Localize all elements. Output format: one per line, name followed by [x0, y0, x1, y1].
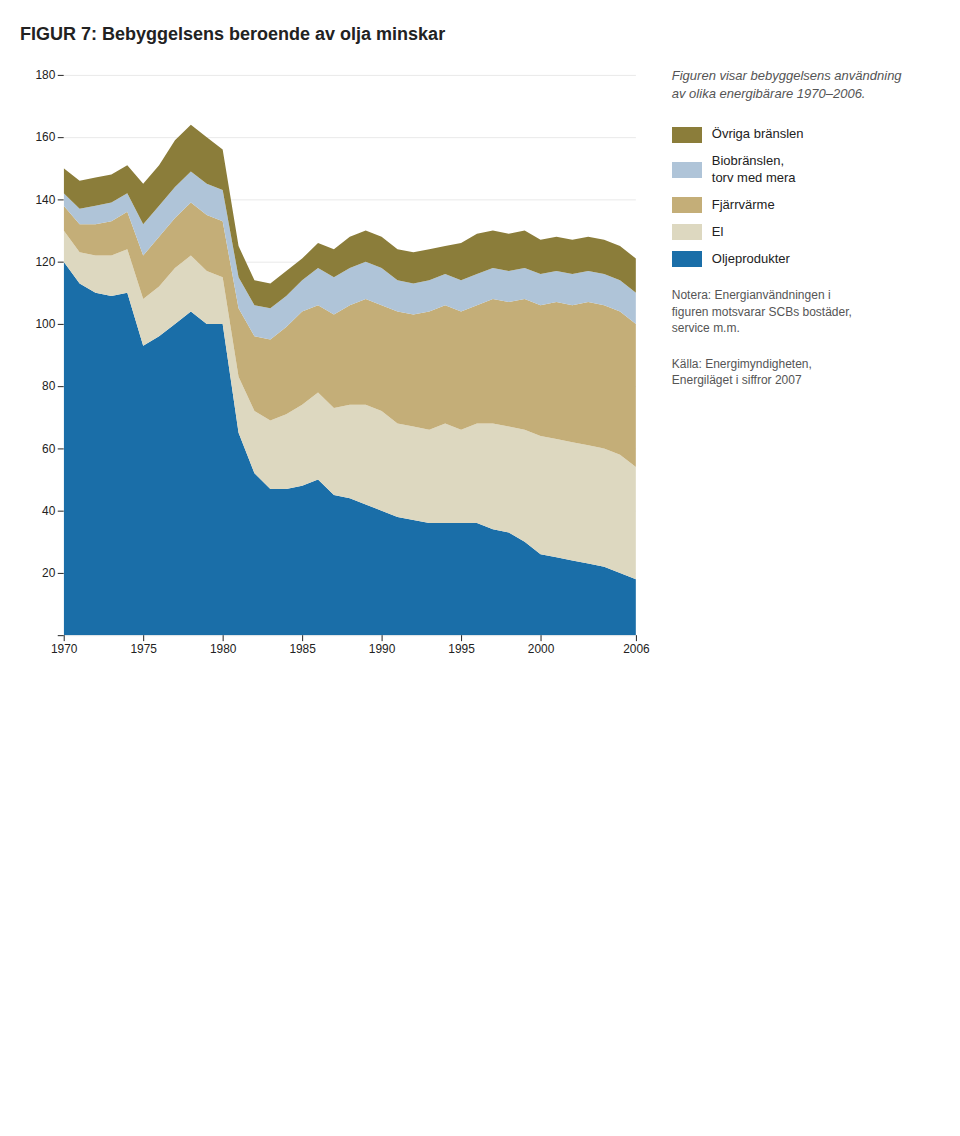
html-text:Notera: Energianvändningen i f: Notera: Energianvändningen i figuren mot…: [671, 288, 852, 335]
svg-text:100: 100: [35, 317, 55, 331]
html-text:Källa: Energimyndigheten, Ener: Källa: Energimyndigheten, Energiläget i …: [671, 357, 812, 388]
svg-text:1995: 1995: [448, 642, 475, 656]
svg-text:2000: 2000: [528, 642, 555, 656]
svg-text:120: 120: [35, 255, 55, 269]
svg-text:1990: 1990: [369, 642, 396, 656]
svg-text:180: 180: [35, 68, 55, 82]
html-text:FIGUR 7: Bebyggelsens beroende: FIGUR 7: Bebyggelsens beroende av olja m…: [20, 24, 446, 44]
svg-text:40: 40: [42, 504, 56, 518]
svg-text:1985: 1985: [289, 642, 316, 656]
svg-text:1970: 1970: [51, 642, 78, 656]
svg-text:1975: 1975: [130, 642, 157, 656]
svg-text:140: 140: [35, 193, 55, 207]
svg-text:80: 80: [42, 379, 56, 393]
html-text:Biobränslen, torv med mera: Biobränslen, torv med mera: [711, 153, 796, 185]
svg-text:60: 60: [42, 442, 56, 456]
html-text:El: El: [711, 223, 724, 239]
svg-text:160: 160: [35, 130, 55, 144]
svg-text:1980: 1980: [210, 642, 237, 656]
html-text:Figuren visar bebyggelsens anv: Figuren visar bebyggelsens användning av…: [671, 68, 902, 101]
html-text:Fjärrvärme: Fjärrvärme: [711, 196, 775, 212]
html-text:Övriga bränslen: Övriga bränslen: [711, 126, 804, 142]
svg-text:2006: 2006: [623, 642, 650, 656]
html-text:Oljeprodukter: Oljeprodukter: [711, 250, 790, 266]
svg-text:20: 20: [42, 566, 56, 580]
